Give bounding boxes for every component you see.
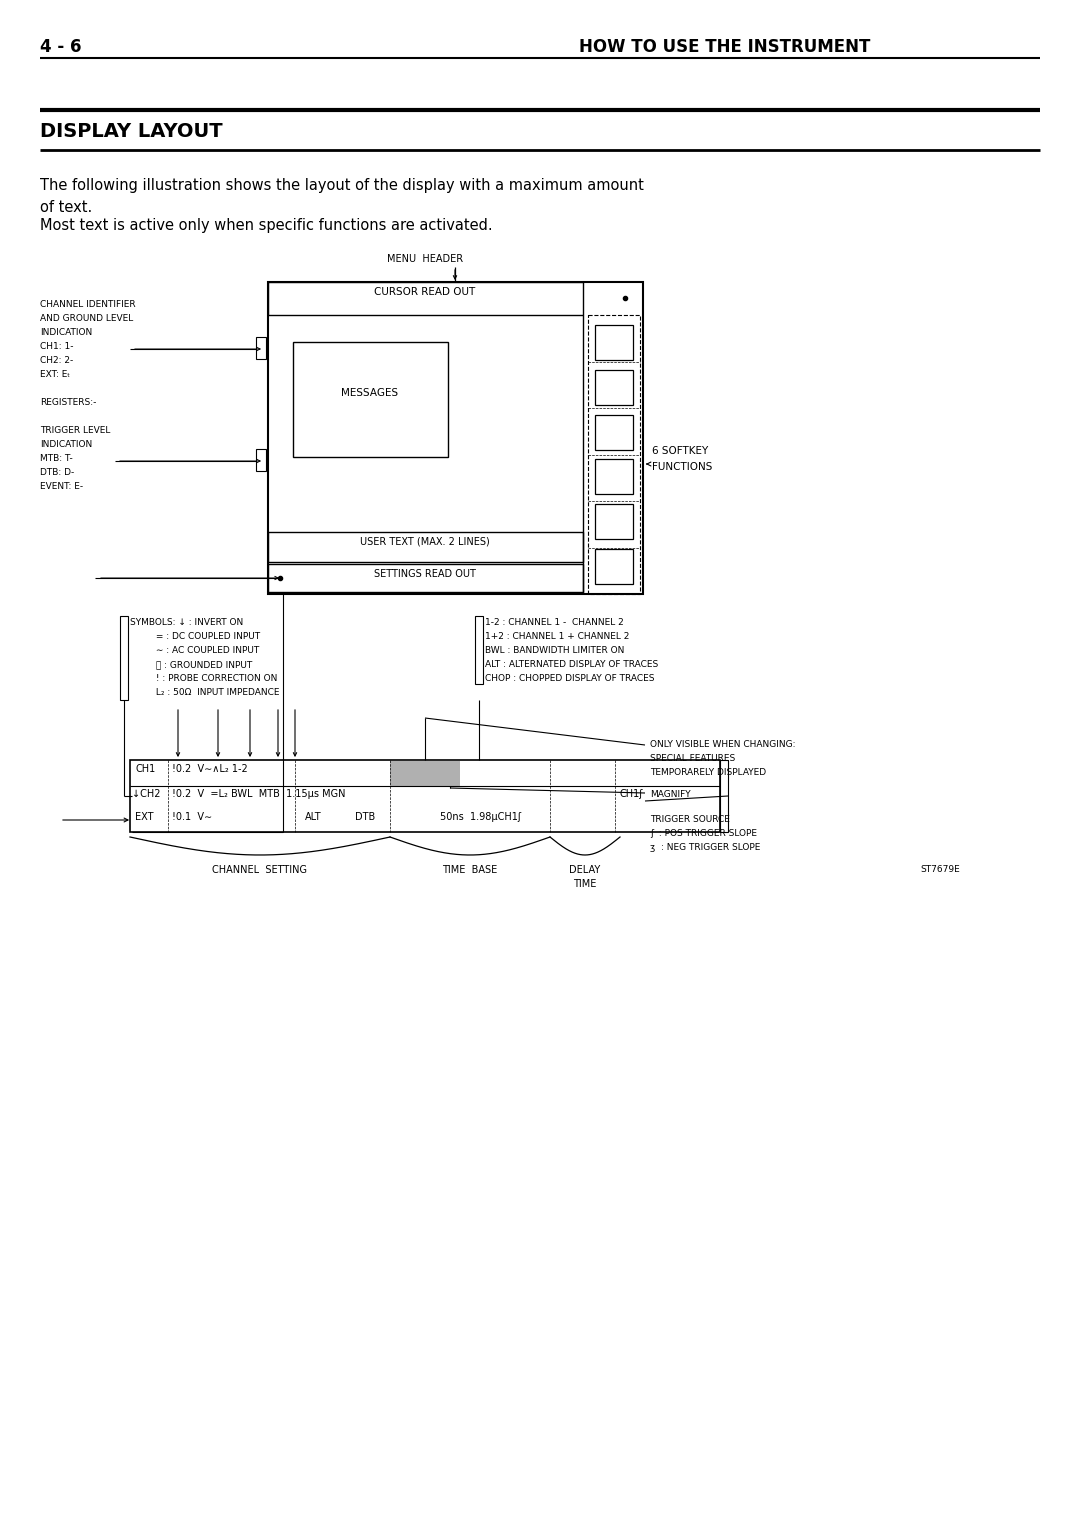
Text: ∼ : AC COUPLED INPUT: ∼ : AC COUPLED INPUT — [130, 645, 259, 654]
Bar — [595, 414, 633, 450]
Text: !0.2  V  =L₂ BWL  MTB  1.15μs MGN: !0.2 V =L₂ BWL MTB 1.15μs MGN — [172, 789, 346, 800]
Text: MENU  HEADER: MENU HEADER — [387, 254, 463, 265]
Text: SYMBOLS: ↓ : INVERT ON: SYMBOLS: ↓ : INVERT ON — [130, 618, 243, 627]
Text: REGISTERS:-: REGISTERS:- — [40, 398, 96, 407]
Bar — [595, 505, 633, 540]
Text: EVENT: E-: EVENT: E- — [40, 482, 83, 491]
Text: EXT: EXT — [135, 812, 153, 823]
Text: 1+2 : CHANNEL 1 + CHANNEL 2: 1+2 : CHANNEL 1 + CHANNEL 2 — [485, 631, 630, 641]
Text: MAGNIFY: MAGNIFY — [650, 790, 690, 800]
Text: CH1: 1-: CH1: 1- — [40, 342, 73, 352]
Text: !0.2  V∼∧L₂ 1-2: !0.2 V∼∧L₂ 1-2 — [172, 764, 247, 774]
Bar — [268, 532, 583, 563]
Text: CH1ʃ: CH1ʃ — [620, 789, 644, 800]
Text: ʃ  : POS TRIGGER SLOPE: ʃ : POS TRIGGER SLOPE — [650, 829, 757, 838]
Bar — [120, 616, 129, 700]
Bar — [256, 336, 266, 359]
Text: BWL : BANDWIDTH LIMITER ON: BWL : BANDWIDTH LIMITER ON — [485, 645, 624, 654]
Bar — [475, 616, 483, 683]
Text: TEMPORARELY DISPLAYED: TEMPORARELY DISPLAYED — [650, 768, 766, 777]
Text: TRIGGER LEVEL: TRIGGER LEVEL — [40, 427, 110, 434]
Bar — [595, 549, 633, 584]
Text: L₂ : 50Ω  INPUT IMPEDANCE: L₂ : 50Ω INPUT IMPEDANCE — [130, 688, 280, 697]
Text: ! : PROBE CORRECTION ON: ! : PROBE CORRECTION ON — [130, 674, 278, 683]
Text: !0.1  V∼: !0.1 V∼ — [172, 812, 212, 823]
Text: ST7679E: ST7679E — [920, 865, 960, 875]
Text: = : DC COUPLED INPUT: = : DC COUPLED INPUT — [130, 631, 260, 641]
Text: ⏟ : GROUNDED INPUT: ⏟ : GROUNDED INPUT — [130, 661, 253, 670]
Text: SETTINGS READ OUT: SETTINGS READ OUT — [374, 569, 476, 579]
Bar — [720, 760, 728, 832]
Text: MESSAGES: MESSAGES — [341, 388, 399, 398]
Text: INDICATION: INDICATION — [40, 329, 92, 336]
Bar — [595, 370, 633, 405]
Text: TIME  BASE: TIME BASE — [443, 865, 498, 875]
Bar — [293, 342, 448, 457]
Text: ʒ  : NEG TRIGGER SLOPE: ʒ : NEG TRIGGER SLOPE — [650, 842, 760, 852]
Text: 1-2 : CHANNEL 1 -  CHANNEL 2: 1-2 : CHANNEL 1 - CHANNEL 2 — [485, 618, 624, 627]
Bar — [268, 281, 643, 593]
Bar — [268, 564, 583, 592]
Text: TRIGGER SOURCE: TRIGGER SOURCE — [650, 815, 730, 824]
Text: SPECIAL FEATURES: SPECIAL FEATURES — [650, 754, 735, 763]
Text: ALT: ALT — [305, 812, 322, 823]
Text: TIME: TIME — [573, 879, 596, 888]
Text: ONLY VISIBLE WHEN CHANGING:: ONLY VISIBLE WHEN CHANGING: — [650, 740, 796, 749]
Text: FUNCTIONS: FUNCTIONS — [652, 462, 713, 472]
Bar — [390, 761, 460, 786]
Text: DISPLAY LAYOUT: DISPLAY LAYOUT — [40, 122, 222, 141]
Text: ALT : ALTERNATED DISPLAY OF TRACES: ALT : ALTERNATED DISPLAY OF TRACES — [485, 661, 658, 670]
Bar — [256, 450, 266, 471]
Text: MTB: T-: MTB: T- — [40, 454, 72, 463]
Text: USER TEXT (MAX. 2 LINES): USER TEXT (MAX. 2 LINES) — [360, 537, 490, 547]
Text: HOW TO USE THE INSTRUMENT: HOW TO USE THE INSTRUMENT — [579, 38, 870, 57]
Text: Most text is active only when specific functions are activated.: Most text is active only when specific f… — [40, 219, 492, 232]
Text: DTB: D-: DTB: D- — [40, 468, 75, 477]
Bar — [588, 315, 640, 593]
Text: CH1: CH1 — [135, 764, 156, 774]
Bar — [595, 324, 633, 359]
Text: 6 SOFTKEY: 6 SOFTKEY — [652, 446, 708, 456]
Bar — [268, 281, 583, 315]
Text: AND GROUND LEVEL: AND GROUND LEVEL — [40, 313, 133, 323]
Text: EXT: Eₜ: EXT: Eₜ — [40, 370, 70, 379]
Text: DTB: DTB — [355, 812, 375, 823]
Text: ↓CH2: ↓CH2 — [132, 789, 161, 800]
Text: The following illustration shows the layout of the display with a maximum amount: The following illustration shows the lay… — [40, 177, 644, 193]
Text: CHANNEL IDENTIFIER: CHANNEL IDENTIFIER — [40, 300, 136, 309]
Text: DELAY: DELAY — [569, 865, 600, 875]
Text: 50ns  1.98μCH1ʃ: 50ns 1.98μCH1ʃ — [440, 812, 522, 823]
Text: CH2: 2-: CH2: 2- — [40, 356, 73, 365]
Bar — [595, 459, 633, 494]
Text: of text.: of text. — [40, 200, 92, 216]
Text: 4 - 6: 4 - 6 — [40, 38, 81, 57]
Text: CURSOR READ OUT: CURSOR READ OUT — [375, 287, 475, 297]
Text: CHOP : CHOPPED DISPLAY OF TRACES: CHOP : CHOPPED DISPLAY OF TRACES — [485, 674, 654, 683]
Bar — [130, 760, 720, 832]
Text: INDICATION: INDICATION — [40, 440, 92, 450]
Text: CHANNEL  SETTING: CHANNEL SETTING — [213, 865, 308, 875]
